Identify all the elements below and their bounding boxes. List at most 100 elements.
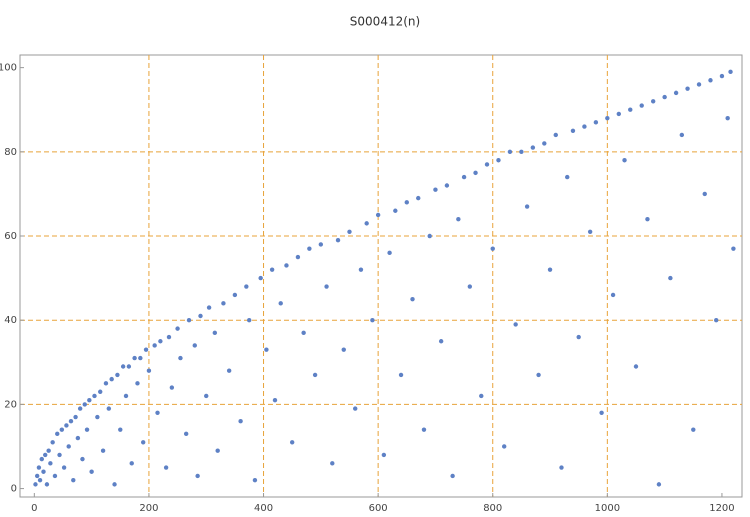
point — [364, 221, 369, 226]
point — [132, 355, 137, 361]
point — [341, 347, 346, 352]
point — [226, 368, 232, 373]
point — [264, 347, 269, 352]
x-tick-label: 600 — [369, 503, 388, 514]
point — [75, 435, 81, 441]
point — [89, 469, 94, 474]
point — [61, 465, 67, 470]
point — [64, 423, 69, 428]
point — [123, 393, 129, 399]
point — [484, 162, 490, 167]
point — [444, 183, 450, 188]
point — [616, 111, 622, 117]
point — [714, 318, 719, 323]
point — [152, 343, 157, 348]
point — [166, 334, 172, 340]
point — [221, 301, 226, 306]
y-tick-label: 20 — [4, 399, 17, 410]
point — [195, 473, 200, 479]
point — [530, 145, 536, 150]
point — [662, 94, 667, 100]
point — [269, 267, 275, 272]
point — [301, 330, 306, 336]
point — [143, 347, 149, 352]
x-tick-label: 400 — [254, 503, 273, 514]
x-tick-label: 0 — [31, 503, 37, 514]
point — [48, 461, 53, 466]
point — [66, 444, 71, 449]
point — [198, 313, 203, 319]
point — [258, 275, 263, 281]
point — [347, 229, 352, 234]
point — [186, 318, 192, 323]
point — [370, 318, 375, 323]
point — [622, 158, 627, 163]
point — [639, 103, 644, 108]
x-tick-label: 1200 — [709, 503, 734, 514]
point — [421, 427, 427, 432]
y-tick-label: 80 — [4, 147, 17, 158]
point — [284, 263, 289, 268]
point — [73, 414, 78, 420]
point — [77, 406, 83, 411]
point — [80, 456, 85, 462]
point — [312, 372, 318, 378]
point — [178, 355, 183, 361]
point — [645, 216, 650, 222]
point — [100, 448, 106, 453]
point — [570, 128, 576, 133]
point — [702, 191, 707, 197]
point — [582, 124, 587, 129]
point — [461, 174, 467, 180]
point — [192, 343, 197, 348]
point — [106, 406, 112, 411]
point — [725, 115, 730, 121]
point — [553, 132, 558, 138]
point — [252, 477, 258, 483]
point — [387, 250, 392, 256]
point — [98, 389, 103, 394]
plot-frame — [19, 54, 743, 498]
point — [120, 364, 126, 369]
point — [524, 204, 530, 209]
point — [398, 372, 404, 378]
point — [68, 419, 74, 424]
point — [126, 364, 132, 369]
point — [587, 229, 593, 234]
x-tick-label: 800 — [483, 503, 502, 514]
point — [112, 482, 117, 487]
point — [295, 254, 301, 260]
point — [599, 410, 604, 416]
point — [71, 477, 76, 483]
point — [353, 406, 358, 411]
point — [238, 419, 243, 424]
x-tick-label: 1000 — [595, 503, 620, 514]
point — [536, 372, 541, 378]
point — [393, 208, 398, 213]
point — [135, 381, 140, 386]
point — [696, 82, 702, 87]
point — [628, 107, 633, 112]
point — [513, 322, 518, 327]
y-tick-label: 0 — [11, 484, 17, 495]
point — [456, 216, 461, 222]
point — [691, 427, 696, 432]
point — [335, 238, 341, 243]
point — [719, 73, 725, 79]
point — [542, 141, 547, 146]
point — [427, 233, 432, 239]
point — [559, 465, 564, 470]
point — [330, 461, 335, 466]
point — [593, 120, 599, 125]
point — [82, 402, 87, 407]
point — [158, 339, 163, 344]
point — [289, 440, 295, 445]
point — [103, 381, 109, 386]
point — [140, 440, 146, 445]
point — [576, 334, 581, 340]
point — [92, 393, 97, 399]
point — [547, 267, 553, 272]
x-tick-label: 200 — [139, 503, 158, 514]
